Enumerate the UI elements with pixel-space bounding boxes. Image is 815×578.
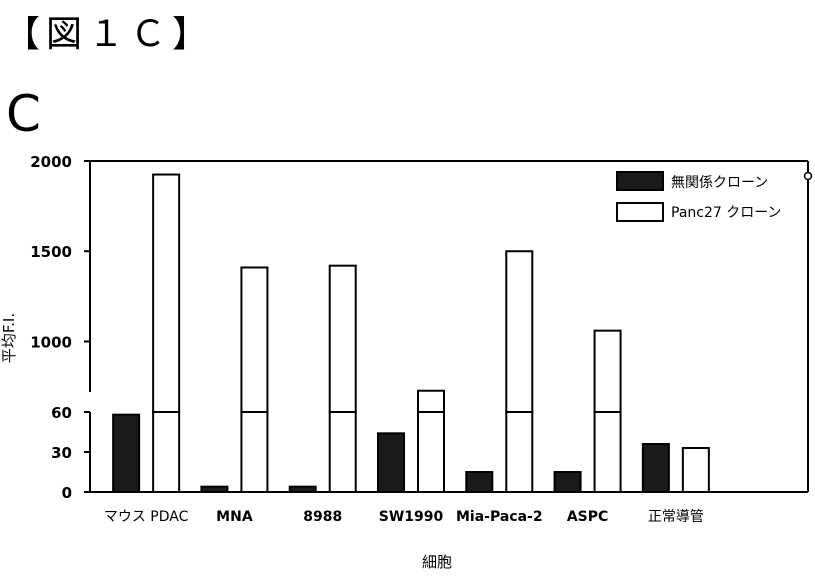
x-tick-label-1: MNA <box>216 509 253 525</box>
legend-label-series-0: 無関係クローン <box>671 175 768 191</box>
legend-label-series-1: Panc27 クローン <box>671 205 782 221</box>
bar-1-2-lower <box>330 412 356 492</box>
legend-swatch-series-1 <box>617 203 663 221</box>
bar-1-5-upper <box>595 331 621 412</box>
y-tick-label-low-0: 0 <box>62 484 72 502</box>
bar-0-3 <box>378 433 404 492</box>
bar-1-4-upper <box>506 251 532 412</box>
x-axis-label: 細胞 <box>422 553 452 571</box>
y-tick-label-up-2: 2000 <box>30 153 72 171</box>
legend: 無関係クローン Panc27 クローン <box>617 172 782 221</box>
corner-marker-icon <box>805 173 812 180</box>
y-tick-label-low-2: 60 <box>51 404 72 422</box>
bar-1-1-upper <box>241 267 267 412</box>
y-tick-label-up-0: 1000 <box>30 333 72 351</box>
figure-label: 【図１Ｃ】 <box>4 14 214 55</box>
x-tick-label-6: 正常導管 <box>648 509 704 525</box>
bar-1-0-lower <box>153 412 179 492</box>
y-tick-label-low-1: 30 <box>51 444 72 462</box>
bar-1-0-upper <box>153 175 179 412</box>
bar-0-5 <box>555 472 581 492</box>
bar-1-6 <box>683 448 709 492</box>
y-tick-label-up-1: 1500 <box>30 243 72 261</box>
bar-1-4-lower <box>506 412 532 492</box>
bar-1-5-lower <box>595 412 621 492</box>
bar-0-2 <box>290 487 316 492</box>
bar-1-3-upper <box>418 391 444 412</box>
bar-1-3-lower <box>418 412 444 492</box>
x-tick-label-2: 8988 <box>303 509 342 525</box>
x-axis-ticks: マウス PDAC MNA 8988 SW1990 Mia-Paca-2 ASPC 正常導管 <box>104 509 704 525</box>
bar-1-2-upper <box>330 266 356 412</box>
bar-0-0 <box>113 415 139 492</box>
panel-letter: C <box>6 85 41 143</box>
bar-1-1-lower <box>241 412 267 492</box>
x-tick-label-3: SW1990 <box>379 509 444 525</box>
bar-0-6 <box>643 444 669 492</box>
y-axis-label: 平均F.I. <box>0 313 18 363</box>
bar-0-1 <box>201 487 227 492</box>
x-tick-label-5: ASPC <box>567 509 608 525</box>
y-axis-ticks: 0 30 60 1000 1500 2000 <box>30 153 90 502</box>
x-tick-label-0: マウス PDAC <box>104 509 189 525</box>
bar-series <box>113 175 709 492</box>
bar-0-4 <box>466 472 492 492</box>
legend-swatch-series-0 <box>617 172 663 190</box>
x-tick-label-4: Mia-Paca-2 <box>456 509 543 525</box>
